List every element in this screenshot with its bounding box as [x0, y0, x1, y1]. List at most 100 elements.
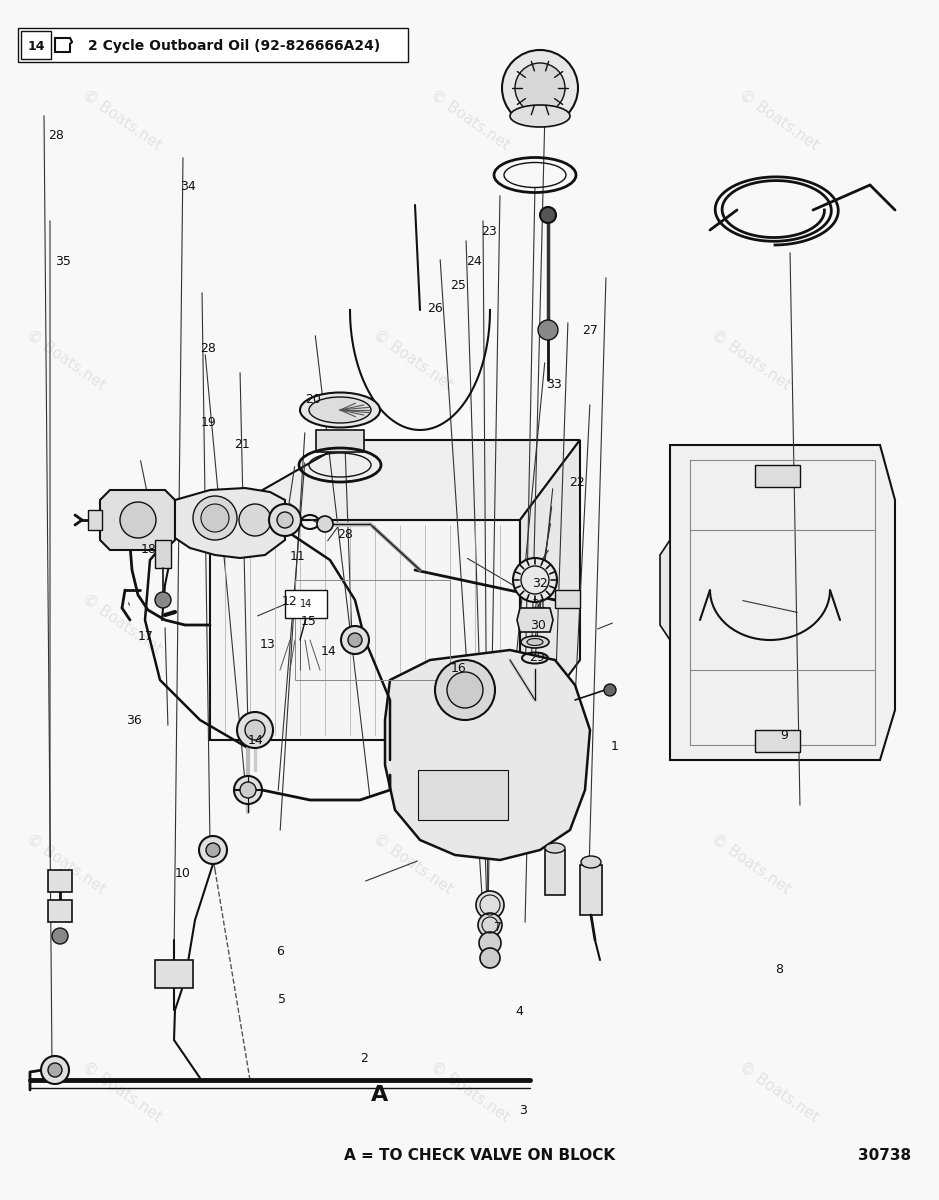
- Text: 28: 28: [49, 130, 64, 142]
- Polygon shape: [670, 445, 895, 760]
- Bar: [285, 590, 327, 618]
- Polygon shape: [210, 440, 580, 520]
- Text: 23: 23: [482, 226, 497, 238]
- Circle shape: [201, 504, 229, 532]
- Polygon shape: [520, 440, 580, 740]
- Circle shape: [478, 913, 502, 937]
- Circle shape: [239, 504, 271, 536]
- Circle shape: [269, 504, 301, 536]
- Bar: [155, 960, 193, 988]
- Circle shape: [480, 948, 500, 968]
- Circle shape: [348, 634, 362, 647]
- Text: 2: 2: [361, 1052, 368, 1064]
- Text: 34: 34: [180, 180, 195, 192]
- Circle shape: [476, 890, 504, 919]
- Circle shape: [447, 672, 483, 708]
- Bar: [580, 865, 602, 914]
- Text: 24: 24: [467, 256, 482, 268]
- Text: 35: 35: [55, 256, 70, 268]
- Circle shape: [277, 512, 293, 528]
- Text: © Boats.net: © Boats.net: [709, 328, 793, 392]
- Text: 33: 33: [546, 378, 562, 390]
- Text: 28: 28: [337, 528, 352, 540]
- Bar: [155, 540, 171, 568]
- Text: © Boats.net: © Boats.net: [427, 88, 512, 152]
- Text: 19: 19: [201, 416, 216, 428]
- Text: A: A: [372, 1085, 389, 1105]
- Text: 26: 26: [427, 302, 442, 314]
- Circle shape: [206, 842, 220, 857]
- Polygon shape: [385, 650, 590, 860]
- Text: 14: 14: [248, 734, 263, 746]
- Text: © Boats.net: © Boats.net: [80, 592, 164, 656]
- Circle shape: [540, 206, 556, 223]
- Circle shape: [52, 928, 68, 944]
- Text: 25: 25: [451, 280, 466, 292]
- Bar: [18, 28, 408, 62]
- Text: 17: 17: [138, 630, 153, 642]
- Text: 1: 1: [611, 740, 619, 752]
- Circle shape: [317, 516, 333, 532]
- Text: © Boats.net: © Boats.net: [709, 832, 793, 896]
- Ellipse shape: [527, 638, 543, 646]
- Bar: [755, 730, 800, 752]
- Text: 14: 14: [300, 599, 312, 608]
- Text: A = TO CHECK VALVE ON BLOCK: A = TO CHECK VALVE ON BLOCK: [345, 1147, 616, 1163]
- Circle shape: [240, 782, 256, 798]
- Circle shape: [120, 502, 156, 538]
- Circle shape: [513, 558, 557, 602]
- Circle shape: [479, 932, 501, 954]
- Polygon shape: [660, 540, 670, 640]
- Text: © Boats.net: © Boats.net: [427, 592, 512, 656]
- Bar: [418, 770, 508, 820]
- Text: 4: 4: [516, 1006, 523, 1018]
- Text: 18: 18: [141, 544, 156, 556]
- Text: 32: 32: [532, 577, 547, 589]
- Bar: [21, 31, 51, 59]
- Bar: [555, 590, 580, 608]
- Circle shape: [234, 776, 262, 804]
- Bar: [48, 870, 72, 892]
- Circle shape: [193, 496, 237, 540]
- Text: © Boats.net: © Boats.net: [23, 328, 108, 392]
- Text: 29: 29: [530, 652, 545, 664]
- Circle shape: [237, 712, 273, 748]
- Text: 21: 21: [235, 438, 250, 450]
- Text: 31: 31: [531, 599, 546, 611]
- Text: © Boats.net: © Boats.net: [371, 328, 455, 392]
- Circle shape: [245, 720, 265, 740]
- Ellipse shape: [300, 392, 380, 427]
- Text: 5: 5: [278, 994, 285, 1006]
- Circle shape: [341, 626, 369, 654]
- Polygon shape: [517, 608, 553, 632]
- Text: © Boats.net: © Boats.net: [371, 832, 455, 896]
- Bar: [545, 850, 565, 895]
- Text: 30738: 30738: [858, 1147, 912, 1163]
- Text: © Boats.net: © Boats.net: [80, 88, 164, 152]
- Text: © Boats.net: © Boats.net: [737, 88, 822, 152]
- Circle shape: [199, 836, 227, 864]
- Circle shape: [502, 50, 578, 126]
- Circle shape: [155, 592, 171, 608]
- Bar: [755, 464, 800, 487]
- Text: 14: 14: [321, 646, 336, 658]
- Text: 8: 8: [776, 964, 783, 976]
- Text: 14: 14: [27, 40, 45, 53]
- Text: 13: 13: [260, 638, 275, 650]
- Text: 2 Cycle Outboard Oil (92-826666A24): 2 Cycle Outboard Oil (92-826666A24): [88, 38, 380, 53]
- Text: 7: 7: [494, 922, 501, 934]
- Ellipse shape: [510, 104, 570, 127]
- Bar: [88, 510, 102, 530]
- Ellipse shape: [521, 636, 549, 648]
- Text: © Boats.net: © Boats.net: [427, 1060, 512, 1124]
- Text: 27: 27: [582, 324, 597, 336]
- Circle shape: [538, 320, 558, 340]
- Ellipse shape: [309, 397, 371, 422]
- Text: 15: 15: [301, 616, 316, 628]
- Bar: [48, 900, 72, 922]
- Polygon shape: [175, 488, 285, 558]
- Text: 36: 36: [127, 714, 142, 726]
- Text: 11: 11: [290, 551, 305, 563]
- Circle shape: [604, 684, 616, 696]
- Polygon shape: [100, 490, 175, 550]
